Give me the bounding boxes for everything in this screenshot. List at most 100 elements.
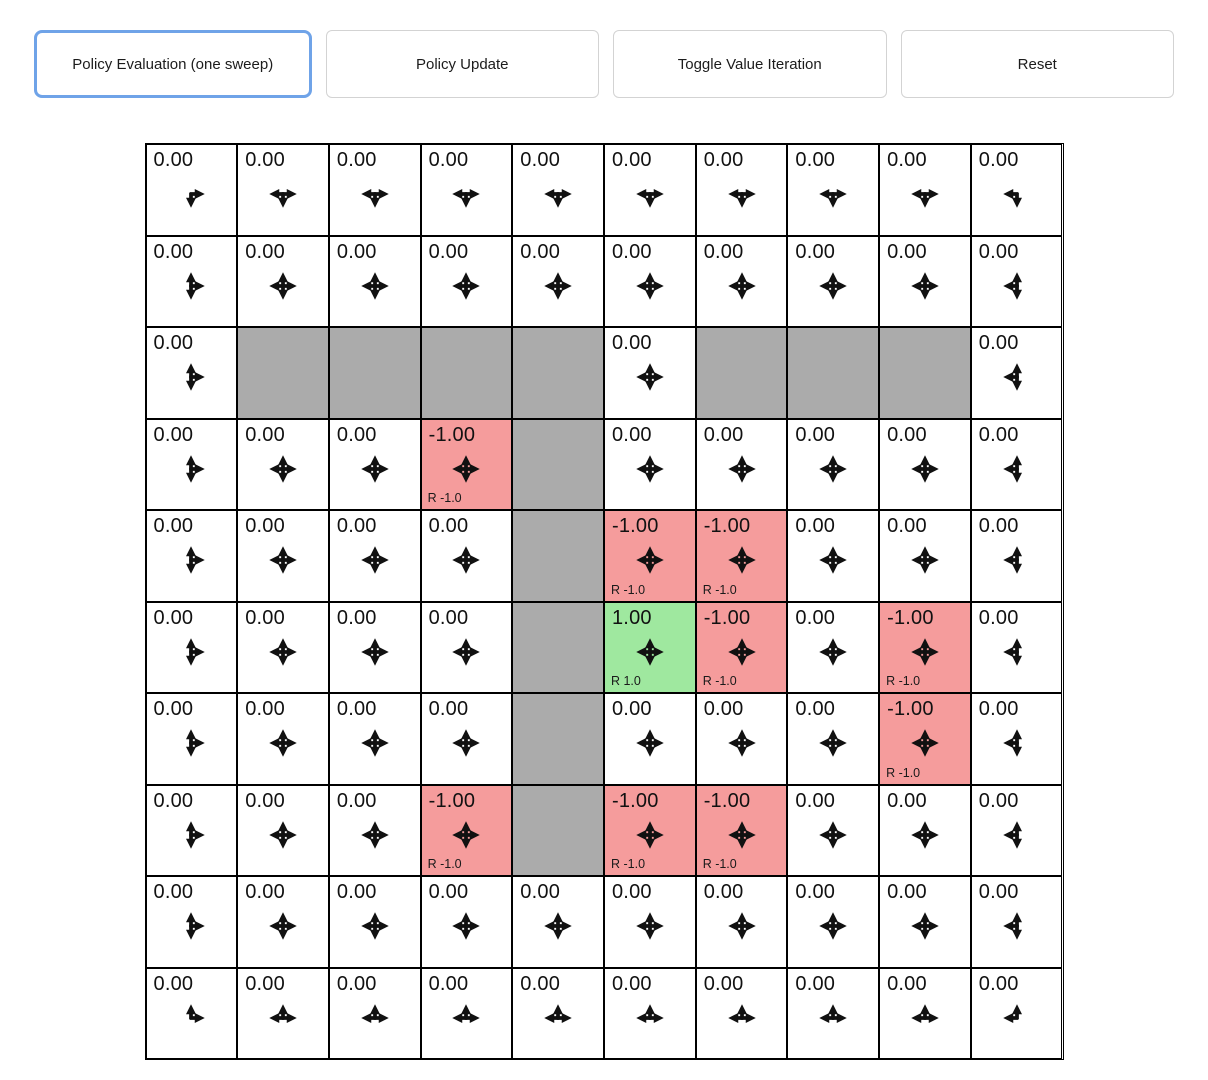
- grid-cell[interactable]: 0.00: [879, 235, 971, 327]
- grid-cell[interactable]: [512, 510, 604, 602]
- grid-cell[interactable]: -1.00 R -1.0: [695, 601, 788, 693]
- grid-cell[interactable]: 0.00: [512, 967, 604, 1059]
- grid-cell[interactable]: 0.00: [879, 967, 971, 1059]
- grid-cell[interactable]: 0.00: [603, 693, 696, 785]
- grid-cell[interactable]: 0.00: [603, 327, 696, 419]
- reset-button[interactable]: Reset: [900, 30, 1174, 98]
- toggle-value-iteration-button[interactable]: Toggle Value Iteration: [613, 30, 887, 98]
- grid-cell[interactable]: -1.00 R -1.0: [879, 693, 971, 785]
- grid-cell[interactable]: [695, 327, 788, 419]
- grid-cell[interactable]: 0.00: [145, 418, 238, 510]
- grid-cell[interactable]: 0.00: [328, 510, 421, 602]
- grid-cell[interactable]: 0.00: [145, 510, 238, 602]
- grid-cell[interactable]: 0.00: [512, 235, 604, 327]
- policy-evaluation-button[interactable]: Policy Evaluation (one sweep): [34, 30, 312, 98]
- grid-cell[interactable]: 0.00: [328, 967, 421, 1059]
- grid-cell[interactable]: 0.00: [879, 784, 971, 876]
- grid-cell[interactable]: 0.00: [237, 693, 329, 785]
- grid-cell[interactable]: 0.00: [328, 693, 421, 785]
- grid-cell[interactable]: [237, 327, 329, 419]
- grid-cell[interactable]: 0.00: [879, 510, 971, 602]
- grid-cell[interactable]: 0.00: [145, 601, 238, 693]
- grid-cell[interactable]: 0.00: [237, 510, 329, 602]
- grid-cell[interactable]: 0.00: [970, 327, 1063, 419]
- grid-cell[interactable]: 0.00: [420, 144, 513, 236]
- grid-cell[interactable]: -1.00 R -1.0: [695, 784, 788, 876]
- grid-cell[interactable]: 0.00: [237, 235, 329, 327]
- grid-cell[interactable]: 0.00: [237, 876, 329, 968]
- grid-cell[interactable]: 0.00: [512, 144, 604, 236]
- grid-cell[interactable]: -1.00 R -1.0: [603, 784, 696, 876]
- grid-cell[interactable]: 0.00: [787, 510, 880, 602]
- grid-cell[interactable]: 0.00: [970, 418, 1063, 510]
- grid-cell[interactable]: -1.00 R -1.0: [420, 418, 513, 510]
- grid-cell[interactable]: 0.00: [603, 235, 696, 327]
- grid-cell[interactable]: 0.00: [970, 601, 1063, 693]
- grid-cell[interactable]: 0.00: [787, 144, 880, 236]
- grid-cell[interactable]: 0.00: [787, 876, 880, 968]
- grid-cell[interactable]: 0.00: [328, 418, 421, 510]
- grid-cell[interactable]: 0.00: [420, 601, 513, 693]
- grid-cell[interactable]: 0.00: [695, 418, 788, 510]
- grid-cell[interactable]: 0.00: [695, 235, 788, 327]
- grid-cell[interactable]: 0.00: [145, 784, 238, 876]
- grid-cell[interactable]: 0.00: [237, 967, 329, 1059]
- grid-cell[interactable]: [512, 784, 604, 876]
- grid-cell[interactable]: 0.00: [145, 876, 238, 968]
- grid-cell[interactable]: 0.00: [145, 967, 238, 1059]
- grid-cell[interactable]: 0.00: [328, 235, 421, 327]
- grid-cell[interactable]: [512, 601, 604, 693]
- grid-cell[interactable]: 0.00: [787, 967, 880, 1059]
- grid-cell[interactable]: 0.00: [237, 601, 329, 693]
- grid-cell[interactable]: 0.00: [420, 967, 513, 1059]
- grid-cell[interactable]: 0.00: [603, 418, 696, 510]
- grid-cell[interactable]: [512, 693, 604, 785]
- grid-cell[interactable]: 0.00: [603, 876, 696, 968]
- grid-cell[interactable]: 0.00: [970, 235, 1063, 327]
- grid-cell[interactable]: 0.00: [420, 510, 513, 602]
- grid-cell[interactable]: 0.00: [879, 876, 971, 968]
- grid-cell[interactable]: 0.00: [420, 693, 513, 785]
- grid-cell[interactable]: [879, 327, 971, 419]
- grid-cell[interactable]: 0.00: [420, 876, 513, 968]
- grid-cell[interactable]: 0.00: [970, 510, 1063, 602]
- grid-cell[interactable]: 0.00: [787, 693, 880, 785]
- grid-cell[interactable]: 0.00: [145, 693, 238, 785]
- grid-cell[interactable]: 0.00: [787, 418, 880, 510]
- grid-cell[interactable]: 1.00 R 1.0: [603, 601, 696, 693]
- grid-cell[interactable]: 0.00: [695, 967, 788, 1059]
- grid-cell[interactable]: 0.00: [420, 235, 513, 327]
- grid-cell[interactable]: 0.00: [145, 144, 238, 236]
- grid-cell[interactable]: 0.00: [328, 784, 421, 876]
- grid-cell[interactable]: 0.00: [237, 144, 329, 236]
- grid-cell[interactable]: 0.00: [603, 967, 696, 1059]
- policy-update-button[interactable]: Policy Update: [325, 30, 599, 98]
- grid-cell[interactable]: 0.00: [237, 418, 329, 510]
- grid-cell[interactable]: 0.00: [879, 418, 971, 510]
- grid-cell[interactable]: 0.00: [328, 601, 421, 693]
- grid-cell[interactable]: 0.00: [970, 967, 1063, 1059]
- grid-cell[interactable]: -1.00 R -1.0: [695, 510, 788, 602]
- grid-cell[interactable]: 0.00: [970, 144, 1063, 236]
- grid-cell[interactable]: 0.00: [328, 144, 421, 236]
- grid-cell[interactable]: 0.00: [603, 144, 696, 236]
- grid-cell[interactable]: -1.00 R -1.0: [420, 784, 513, 876]
- grid-cell[interactable]: 0.00: [145, 235, 238, 327]
- grid-cell[interactable]: 0.00: [695, 693, 788, 785]
- grid-cell[interactable]: 0.00: [145, 327, 238, 419]
- grid-cell[interactable]: [420, 327, 513, 419]
- grid-cell[interactable]: 0.00: [970, 693, 1063, 785]
- grid-cell[interactable]: 0.00: [787, 784, 880, 876]
- grid-cell[interactable]: 0.00: [970, 784, 1063, 876]
- grid-cell[interactable]: 0.00: [695, 144, 788, 236]
- grid-cell[interactable]: 0.00: [787, 235, 880, 327]
- grid-cell[interactable]: 0.00: [695, 876, 788, 968]
- grid-cell[interactable]: 0.00: [237, 784, 329, 876]
- grid-cell[interactable]: [328, 327, 421, 419]
- grid-cell[interactable]: 0.00: [328, 876, 421, 968]
- grid-cell[interactable]: [512, 418, 604, 510]
- grid-cell[interactable]: -1.00 R -1.0: [603, 510, 696, 602]
- grid-cell[interactable]: [787, 327, 880, 419]
- grid-cell[interactable]: 0.00: [879, 144, 971, 236]
- grid-cell[interactable]: 0.00: [787, 601, 880, 693]
